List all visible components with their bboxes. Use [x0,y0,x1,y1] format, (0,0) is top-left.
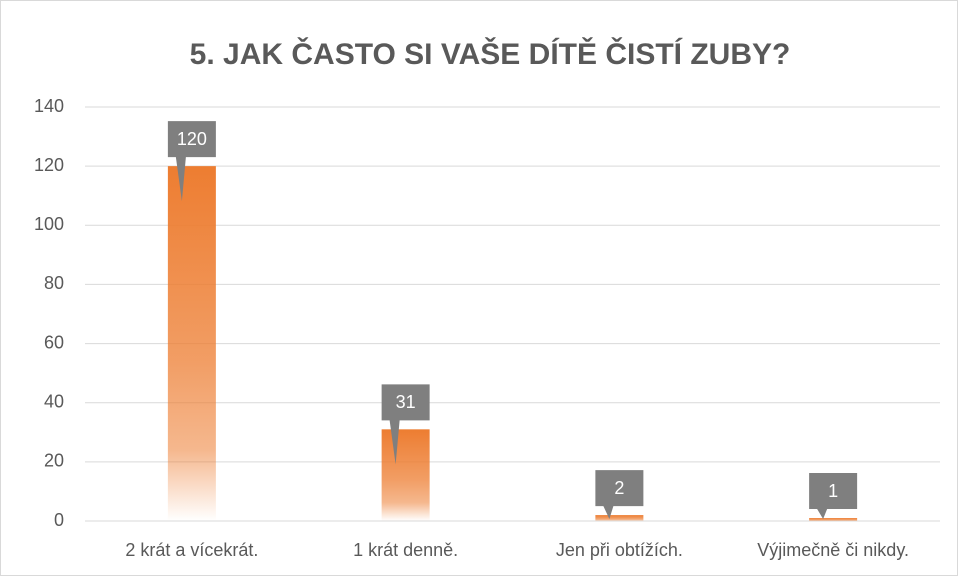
data-label-callout [167,121,216,202]
y-tick-label: 120 [34,155,64,175]
x-tick-label: 1 krát denně. [353,540,458,560]
bar [167,166,216,521]
bar [381,429,430,521]
y-tick-label: 60 [44,332,64,352]
data-label-callout [595,470,644,519]
data-label: 120 [177,129,207,149]
x-tick-label: Jen při obtížích. [556,540,683,560]
y-tick-label: 80 [44,273,64,293]
y-tick-label: 0 [54,510,64,530]
y-tick-label: 40 [44,391,64,411]
y-tick-label: 140 [34,96,64,116]
data-label: 1 [828,481,838,501]
data-label-callout [381,384,430,465]
data-label: 2 [614,478,624,498]
y-tick-label: 100 [34,214,64,234]
data-label: 31 [396,392,416,412]
data-label-callout [809,473,858,519]
bar [809,518,858,521]
x-tick-label: 2 krát a vícekrát. [125,540,258,560]
y-tick-label: 20 [44,451,64,471]
bar [595,515,644,521]
x-tick-label: Výjimečně či nikdy. [757,540,909,560]
chart-title: 5. JAK ČASTO SI VAŠE DÍTĚ ČISTÍ ZUBY? [190,37,791,71]
